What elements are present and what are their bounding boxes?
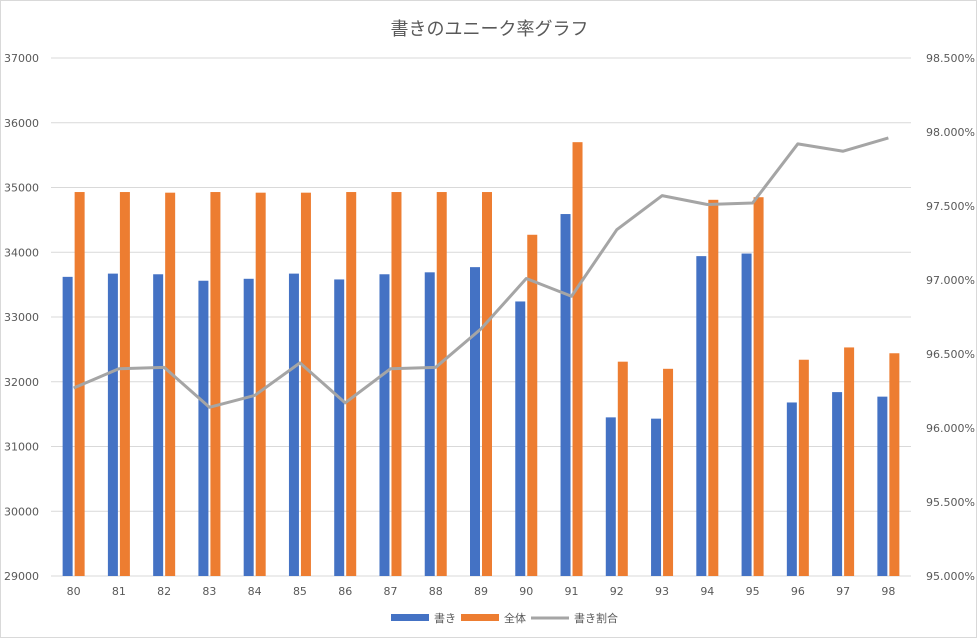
bar-kaki	[696, 256, 707, 576]
y-right-tick-label: 98.000%	[926, 126, 975, 139]
bar-kaki	[243, 278, 254, 576]
bar-kaki	[424, 272, 435, 576]
y-right-tick-label: 96.000%	[926, 422, 975, 435]
y-right-tick-label: 96.500%	[926, 348, 975, 361]
x-tick-label: 84	[248, 585, 262, 598]
bar-zentai	[798, 359, 809, 576]
bar-kaki	[288, 273, 299, 576]
bar-zentai	[391, 192, 402, 576]
bar-kaki	[605, 417, 616, 576]
x-tick-label: 91	[565, 585, 579, 598]
x-tick-label: 90	[519, 585, 533, 598]
y-left-tick-label: 30000	[4, 505, 39, 518]
x-tick-label: 93	[655, 585, 669, 598]
bar-kaki	[198, 280, 209, 576]
bar-zentai	[844, 347, 855, 576]
x-tick-label: 95	[746, 585, 760, 598]
bar-zentai	[300, 192, 311, 576]
y-right-tick-label: 97.000%	[926, 274, 975, 287]
x-tick-label: 80	[67, 585, 81, 598]
x-tick-label: 98	[881, 585, 895, 598]
y-right-tick-label: 97.500%	[926, 200, 975, 213]
bar-kaki	[560, 214, 571, 577]
y-left-tick-label: 35000	[4, 182, 39, 195]
bar-kaki	[334, 279, 345, 576]
bar-zentai	[753, 197, 764, 576]
x-tick-label: 96	[791, 585, 805, 598]
legend-label: 書き	[434, 611, 456, 625]
y-left-tick-label: 32000	[4, 376, 39, 389]
bar-kaki	[877, 396, 888, 576]
y-right-tick-label: 95.500%	[926, 496, 975, 509]
bar-kaki	[379, 274, 390, 576]
bar-kaki	[741, 253, 752, 577]
x-tick-label: 94	[700, 585, 714, 598]
legend-swatch	[461, 614, 499, 621]
bar-kaki	[786, 402, 797, 576]
bar-zentai	[617, 361, 628, 576]
x-tick-label: 83	[202, 585, 216, 598]
bar-zentai	[346, 192, 357, 576]
bar-zentai	[436, 192, 447, 576]
legend-swatch	[391, 614, 429, 621]
bar-zentai	[889, 353, 900, 576]
y-left-tick-label: 31000	[4, 441, 39, 454]
y-right-tick-label: 98.500%	[926, 52, 975, 65]
bar-kaki	[470, 267, 480, 576]
bar-zentai	[663, 368, 674, 576]
bar-zentai	[210, 192, 221, 576]
legend-label: 全体	[504, 611, 526, 625]
bar-kaki	[515, 301, 526, 576]
x-tick-label: 89	[474, 585, 488, 598]
bar-zentai	[708, 199, 719, 577]
y-left-tick-label: 33000	[4, 311, 39, 324]
x-tick-label: 82	[157, 585, 171, 598]
bar-kaki	[832, 392, 843, 576]
y-left-tick-label: 37000	[4, 52, 39, 65]
y-left-tick-label: 36000	[4, 117, 39, 130]
x-tick-label: 88	[429, 585, 443, 598]
x-tick-label: 81	[112, 585, 126, 598]
bar-kaki	[62, 276, 73, 576]
line-series-ratio	[73, 136, 889, 409]
y-left-tick-label: 34000	[4, 246, 39, 259]
x-tick-label: 86	[338, 585, 352, 598]
x-tick-label: 87	[383, 585, 397, 598]
bar-zentai	[119, 192, 130, 576]
bar-zentai	[255, 192, 266, 576]
bar-kaki	[107, 273, 118, 576]
bar-zentai	[572, 142, 583, 577]
x-tick-label: 97	[836, 585, 850, 598]
y-left-tick-label: 29000	[4, 570, 39, 583]
y-right-tick-label: 95.000%	[926, 570, 975, 583]
bar-kaki	[651, 418, 662, 576]
x-tick-label: 85	[293, 585, 307, 598]
bar-kaki	[153, 274, 164, 576]
chart-title: 書きのユニーク率グラフ	[390, 19, 589, 40]
bar-zentai	[482, 192, 492, 576]
legend-label: 書き割合	[574, 611, 618, 625]
x-tick-label: 92	[610, 585, 624, 598]
bar-zentai	[165, 192, 176, 576]
bar-zentai	[527, 234, 538, 576]
